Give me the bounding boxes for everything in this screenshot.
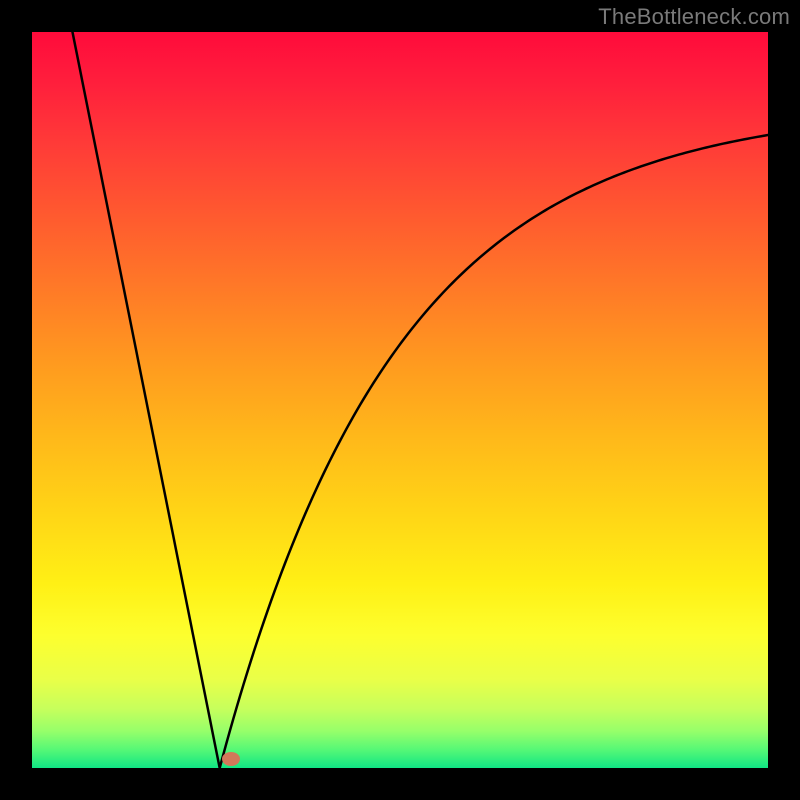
plot-area	[32, 32, 768, 768]
watermark-label: TheBottleneck.com	[598, 4, 790, 30]
vertex-marker	[222, 752, 240, 766]
chart-container: TheBottleneck.com	[0, 0, 800, 800]
curve-path	[72, 32, 768, 768]
bottleneck-curve	[32, 32, 768, 768]
